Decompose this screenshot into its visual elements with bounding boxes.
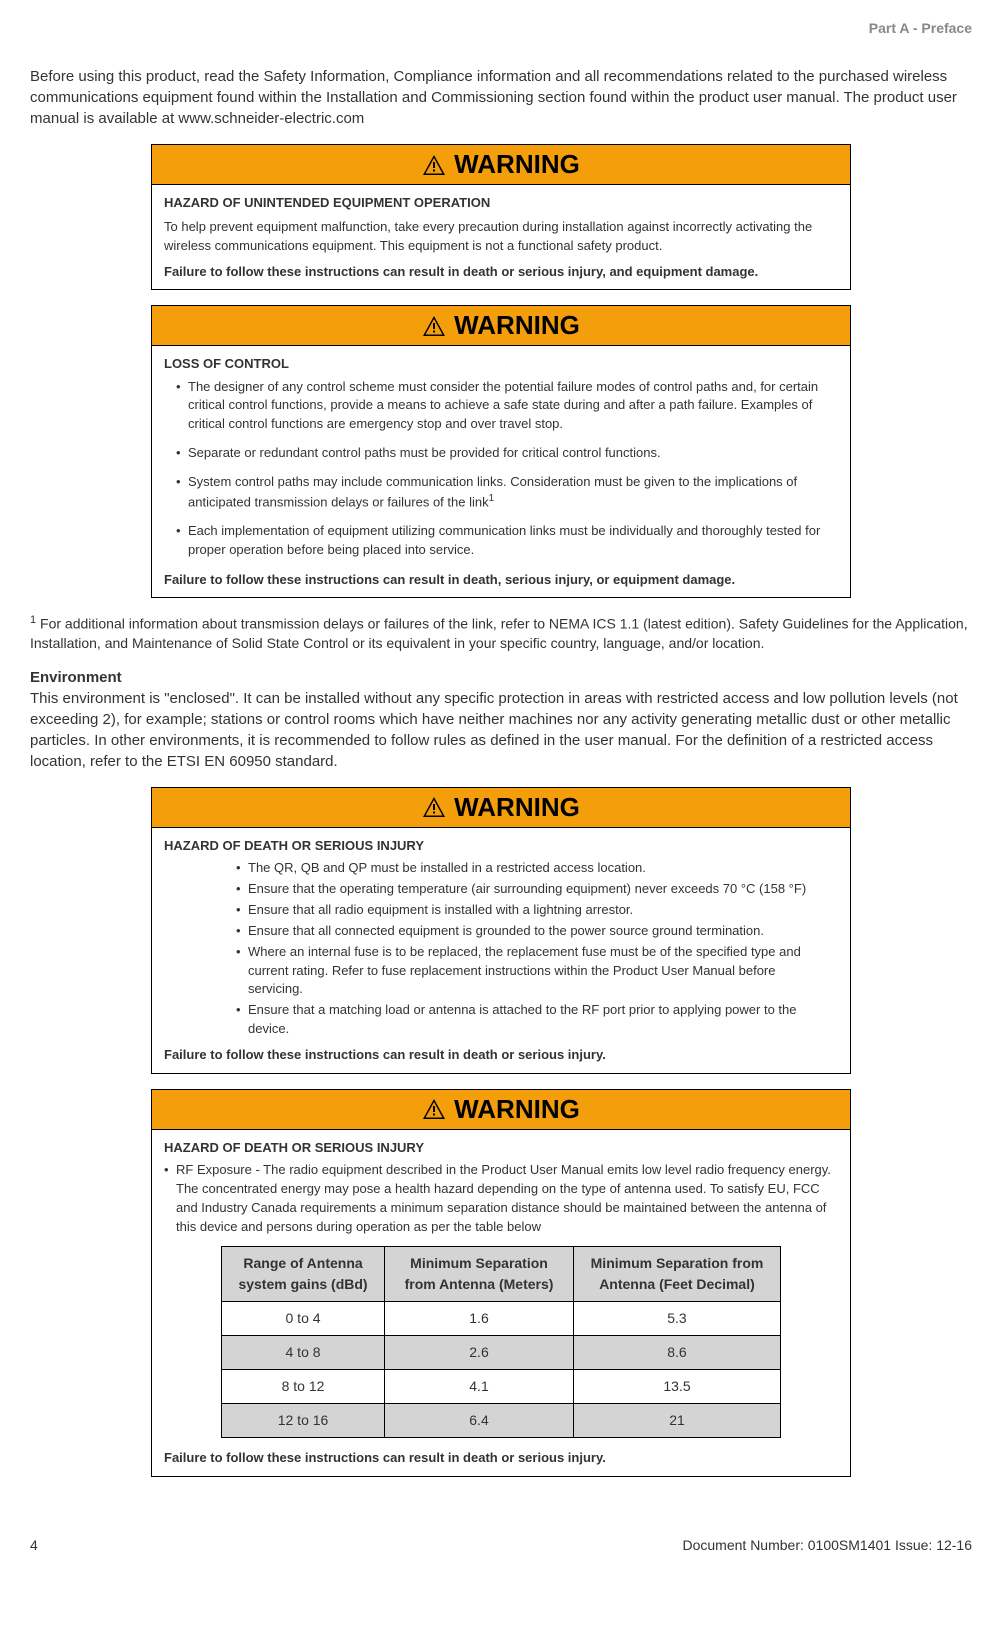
table-cell: 4 to 8 bbox=[222, 1336, 385, 1370]
page-footer: 4 Document Number: 0100SM1401 Issue: 12-… bbox=[30, 1537, 972, 1553]
table-cell: 12 to 16 bbox=[222, 1404, 385, 1438]
bullet-item: The designer of any control scheme must … bbox=[176, 378, 838, 435]
table-header-row: Range of Antenna system gains (dBd) Mini… bbox=[222, 1247, 781, 1302]
bullet-item: RF Exposure - The radio equipment descri… bbox=[164, 1161, 838, 1236]
warning-body: LOSS OF CONTROL The designer of any cont… bbox=[152, 346, 850, 597]
table-cell: 13.5 bbox=[573, 1370, 780, 1404]
page-header-section: Part A - Preface bbox=[30, 20, 972, 36]
warning-label: WARNING bbox=[454, 149, 580, 180]
bullet-item: Ensure that all connected equipment is g… bbox=[236, 922, 818, 941]
warning-title: HAZARD OF DEATH OR SERIOUS INJURY bbox=[164, 1138, 838, 1158]
table-cell: 0 to 4 bbox=[222, 1302, 385, 1336]
separation-table: Range of Antenna system gains (dBd) Mini… bbox=[221, 1246, 781, 1438]
warning-bullet-list: RF Exposure - The radio equipment descri… bbox=[164, 1161, 838, 1236]
table-cell: 5.3 bbox=[573, 1302, 780, 1336]
warning-triangle-icon bbox=[422, 154, 446, 176]
document-number: Document Number: 0100SM1401 Issue: 12-16 bbox=[683, 1537, 973, 1553]
intro-paragraph: Before using this product, read the Safe… bbox=[30, 66, 972, 129]
environment-heading: Environment bbox=[30, 669, 972, 686]
warning-footer-text: Failure to follow these instructions can… bbox=[164, 1448, 838, 1468]
warning-box-3: WARNING HAZARD OF DEATH OR SERIOUS INJUR… bbox=[151, 787, 851, 1074]
warning-triangle-icon bbox=[422, 796, 446, 818]
warning-header: WARNING bbox=[152, 306, 850, 346]
warning-label: WARNING bbox=[454, 310, 580, 341]
bullet-item: Separate or redundant control paths must… bbox=[176, 444, 838, 463]
table-cell: 21 bbox=[573, 1404, 780, 1438]
warning-bullet-list: The QR, QB and QP must be installed in a… bbox=[224, 859, 818, 1039]
bullet-item: The QR, QB and QP must be installed in a… bbox=[236, 859, 818, 878]
table-cell: 4.1 bbox=[385, 1370, 574, 1404]
warning-header: WARNING bbox=[152, 1090, 850, 1130]
warning-bullet-list: The designer of any control scheme must … bbox=[164, 378, 838, 560]
table-cell: 8.6 bbox=[573, 1336, 780, 1370]
environment-text: This environment is "enclosed". It can b… bbox=[30, 688, 972, 772]
table-cell: 1.6 bbox=[385, 1302, 574, 1336]
bullet-item: System control paths may include communi… bbox=[176, 473, 838, 512]
warning-triangle-icon bbox=[422, 315, 446, 337]
warning-header: WARNING bbox=[152, 145, 850, 185]
footnote-1: 1 For additional information about trans… bbox=[30, 613, 972, 654]
warning-footer-text: Failure to follow these instructions can… bbox=[164, 1045, 838, 1065]
bullet-item: Where an internal fuse is to be replaced… bbox=[236, 943, 818, 1000]
table-row: 8 to 12 4.1 13.5 bbox=[222, 1370, 781, 1404]
table-cell: 6.4 bbox=[385, 1404, 574, 1438]
warning-box-2: WARNING LOSS OF CONTROL The designer of … bbox=[151, 305, 851, 598]
warning-box-4: WARNING HAZARD OF DEATH OR SERIOUS INJUR… bbox=[151, 1089, 851, 1477]
warning-footer-text: Failure to follow these instructions can… bbox=[164, 262, 838, 282]
bullet-item: Ensure that all radio equipment is insta… bbox=[236, 901, 818, 920]
warning-title: HAZARD OF UNINTENDED EQUIPMENT OPERATION bbox=[164, 193, 838, 213]
table-row: 4 to 8 2.6 8.6 bbox=[222, 1336, 781, 1370]
bullet-item: Ensure that a matching load or antenna i… bbox=[236, 1001, 818, 1039]
table-header: Minimum Separation from Antenna (Meters) bbox=[385, 1247, 574, 1302]
page-number: 4 bbox=[30, 1537, 38, 1553]
warning-body: HAZARD OF DEATH OR SERIOUS INJURY The QR… bbox=[152, 828, 850, 1073]
warning-triangle-icon bbox=[422, 1098, 446, 1120]
table-row: 0 to 4 1.6 5.3 bbox=[222, 1302, 781, 1336]
warning-footer-text: Failure to follow these instructions can… bbox=[164, 570, 838, 590]
warning-header: WARNING bbox=[152, 788, 850, 828]
warning-text: To help prevent equipment malfunction, t… bbox=[164, 217, 838, 256]
warning-body: HAZARD OF UNINTENDED EQUIPMENT OPERATION… bbox=[152, 185, 850, 289]
table-row: 12 to 16 6.4 21 bbox=[222, 1404, 781, 1438]
table-cell: 2.6 bbox=[385, 1336, 574, 1370]
warning-title: HAZARD OF DEATH OR SERIOUS INJURY bbox=[164, 836, 838, 856]
warning-label: WARNING bbox=[454, 1094, 580, 1125]
table-cell: 8 to 12 bbox=[222, 1370, 385, 1404]
table-header: Minimum Separation from Antenna (Feet De… bbox=[573, 1247, 780, 1302]
warning-body: HAZARD OF DEATH OR SERIOUS INJURY RF Exp… bbox=[152, 1130, 850, 1476]
warning-box-1: WARNING HAZARD OF UNINTENDED EQUIPMENT O… bbox=[151, 144, 851, 290]
bullet-item: Ensure that the operating temperature (a… bbox=[236, 880, 818, 899]
warning-title: LOSS OF CONTROL bbox=[164, 354, 838, 374]
table-header: Range of Antenna system gains (dBd) bbox=[222, 1247, 385, 1302]
warning-label: WARNING bbox=[454, 792, 580, 823]
bullet-item: Each implementation of equipment utilizi… bbox=[176, 522, 838, 560]
